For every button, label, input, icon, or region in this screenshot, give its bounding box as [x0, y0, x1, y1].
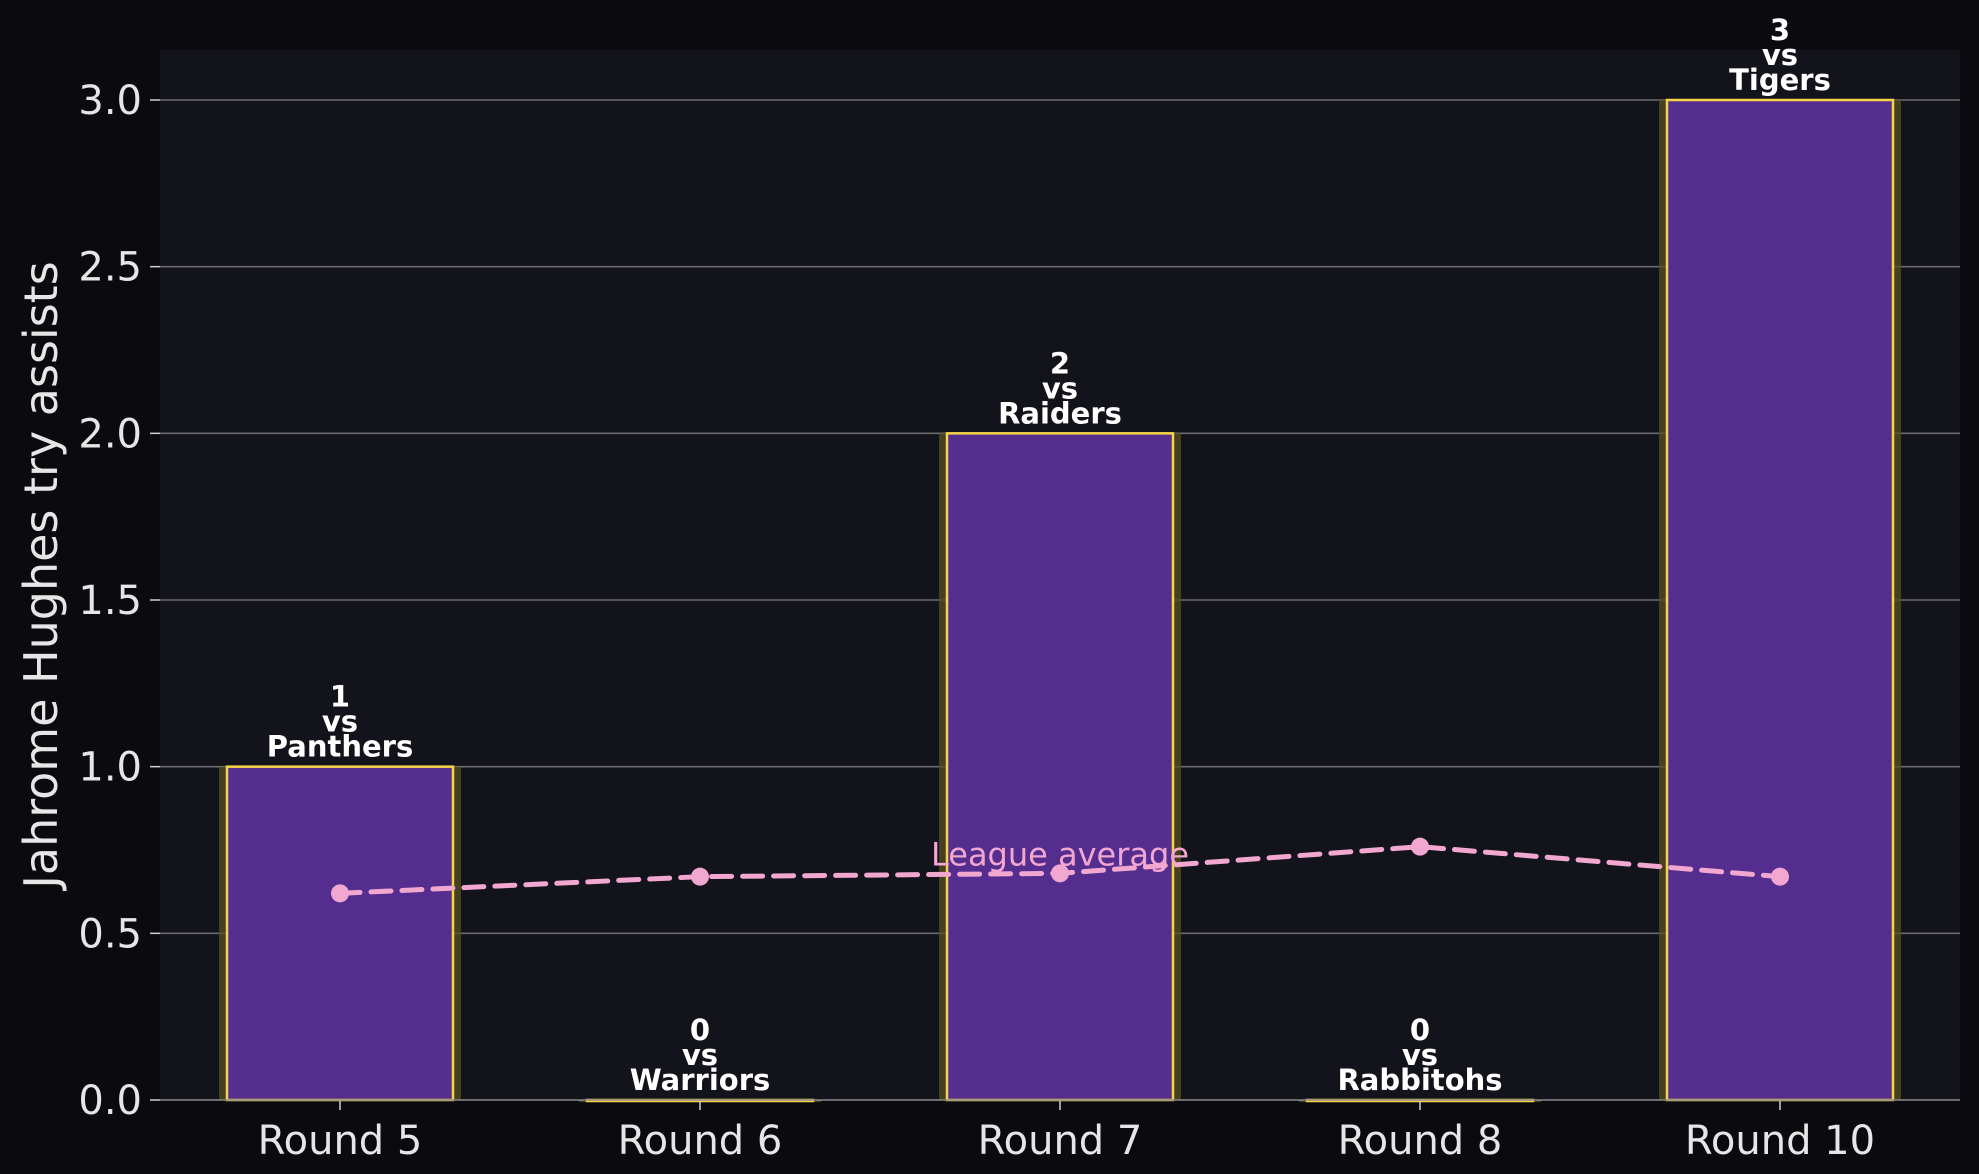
- bar-opponent-label: Rabbitohs: [1337, 1063, 1502, 1097]
- bar-labels: 1vsPanthers0vsWarriors2vsRaiders0vsRabbi…: [267, 13, 1831, 1097]
- x-tick-label: Round 6: [618, 1118, 783, 1164]
- y-axis-title: Jahrome Hughes try assists: [14, 261, 68, 891]
- bars: [219, 98, 1901, 1103]
- bar-value-label: 1: [330, 680, 350, 714]
- league-average-label: League average: [931, 835, 1189, 873]
- bar-vs-label: vs: [1762, 38, 1798, 72]
- bar-opponent-label: Warriors: [630, 1063, 771, 1097]
- bar-opponent-label: Tigers: [1729, 63, 1831, 97]
- league-average-point: [691, 867, 709, 886]
- x-tick-label: Round 5: [258, 1118, 423, 1164]
- bar: [225, 765, 455, 1102]
- x-axis-ticks: Round 5 Round 6 Round 7 Round 8 Round 10: [258, 1100, 1875, 1164]
- y-tick-label: 1.0: [78, 745, 142, 791]
- x-tick-label: Round 8: [1338, 1118, 1503, 1164]
- bar-value-label: 3: [1770, 13, 1790, 47]
- y-tick-label: 0.5: [78, 911, 142, 957]
- bar-opponent-label: Panthers: [267, 730, 413, 764]
- bar-value-label: 0: [1410, 1013, 1430, 1047]
- x-tick-label: Round 7: [978, 1118, 1143, 1164]
- bar: [945, 432, 1175, 1102]
- y-tick-label: 2.5: [78, 245, 142, 291]
- bar-vs-label: vs: [1402, 1038, 1438, 1072]
- league-average-point: [331, 884, 349, 903]
- y-tick-label: 0.0: [78, 1078, 142, 1124]
- league-average-point: [1051, 864, 1069, 883]
- y-tick-label: 2.0: [78, 411, 142, 457]
- bar-vs-label: vs: [1042, 371, 1078, 405]
- y-tick-label: 1.5: [78, 578, 142, 624]
- y-axis-ticks: 0.0 0.5 1.0 1.5 2.0 2.5 3.0: [78, 78, 160, 1124]
- bar: [1665, 98, 1895, 1102]
- league-average-line: League average: [331, 835, 1789, 903]
- y-tick-label: 3.0: [78, 78, 142, 124]
- league-average-point: [1411, 837, 1429, 856]
- x-tick-label: Round 10: [1685, 1118, 1875, 1164]
- bar-opponent-label: Raiders: [998, 396, 1122, 430]
- bar-vs-label: vs: [322, 705, 358, 739]
- bar-value-label: 2: [1050, 346, 1070, 380]
- bar-vs-label: vs: [682, 1038, 718, 1072]
- league-average-point: [1771, 867, 1789, 886]
- bar-value-label: 0: [690, 1013, 710, 1047]
